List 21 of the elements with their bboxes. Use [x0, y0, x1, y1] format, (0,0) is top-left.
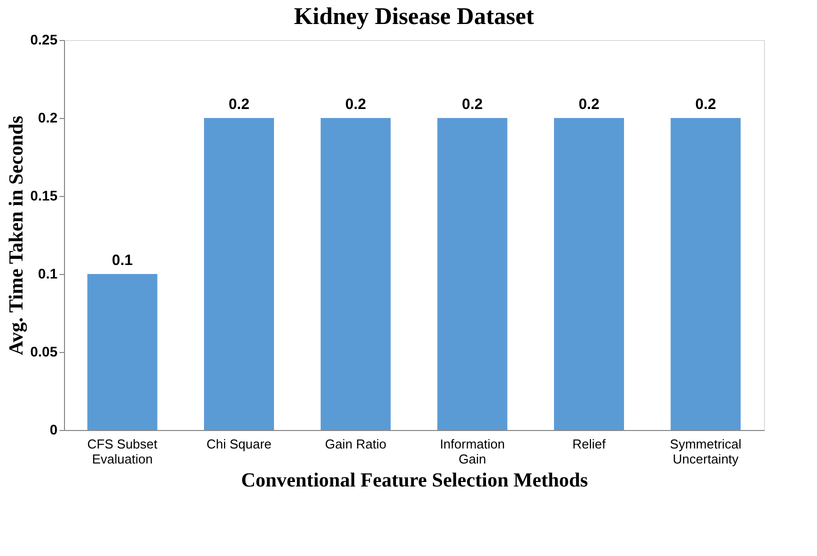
- data-label: 0.2: [345, 96, 366, 113]
- x-tick-label: CFS Subset Evaluation: [87, 436, 158, 466]
- data-label: 0.2: [578, 96, 600, 113]
- y-tick-label: 0.15: [30, 188, 58, 204]
- x-tick-label: Relief: [572, 436, 606, 452]
- y-tick-label: 0.2: [38, 110, 58, 126]
- data-label: 0.2: [462, 96, 483, 113]
- data-label: 0.1: [112, 252, 133, 269]
- y-tick-label: 0.1: [38, 266, 58, 282]
- y-axis-title: Avg. Time Taken in Seconds: [5, 116, 28, 356]
- x-tick-label: Chi Square: [206, 436, 272, 452]
- y-tick-label: 0.25: [30, 32, 58, 48]
- y-tick-label: 0: [50, 422, 58, 438]
- data-label: 0.2: [695, 96, 716, 113]
- x-tick-label: Symmetrical Uncertainty: [670, 436, 742, 466]
- x-axis-title: Conventional Feature Selection Methods: [241, 470, 588, 492]
- x-tick-label: Gain Ratio: [324, 436, 386, 452]
- x-tick-label: Information Gain: [440, 436, 505, 466]
- chart-title: Kidney Disease Dataset: [294, 4, 534, 30]
- y-tick-label: 0.05: [30, 344, 58, 360]
- data-label: 0.2: [228, 96, 250, 113]
